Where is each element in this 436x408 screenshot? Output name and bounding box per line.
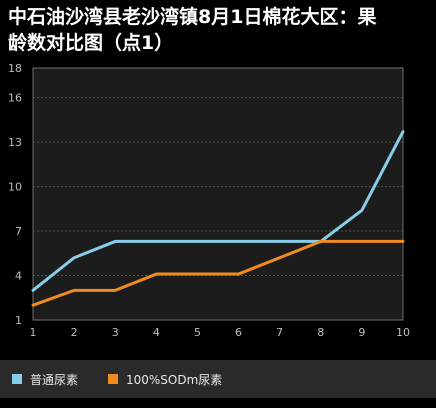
series-2-point [238, 273, 240, 275]
x-tick-label: 7 [276, 326, 283, 339]
series-1-point [238, 240, 240, 242]
chart-title-line-1: 中石油沙湾县老沙湾镇8月1日棉花大区：果 [8, 6, 377, 28]
x-tick-label: 10 [396, 326, 410, 339]
x-tick-label: 2 [71, 326, 78, 339]
chart-legend: 普通尿素 100%SODm尿素 [0, 360, 436, 398]
x-tick-label: 8 [317, 326, 324, 339]
y-tick-label: 4 [15, 270, 22, 283]
legend-label: 普通尿素 [30, 372, 79, 387]
series-2-point [402, 240, 404, 242]
series-2-point [279, 257, 281, 259]
series-2-point [114, 289, 116, 291]
series-1-point [155, 240, 157, 242]
chart-title: 中石油沙湾县老沙湾镇8月1日棉花大区：果 龄数对比图（点1） [8, 4, 432, 56]
y-tick-label: 1 [15, 314, 22, 327]
y-tick-label: 16 [8, 92, 22, 105]
series-2-point [32, 304, 34, 306]
x-tick-label: 6 [235, 326, 242, 339]
x-tick-label: 9 [358, 326, 365, 339]
x-tick-label: 4 [153, 326, 160, 339]
series-line-1 [31, 130, 405, 292]
legend-item: 普通尿素 [12, 371, 78, 387]
line-chart: 1 4 7 10 13 16 18 1 2 3 4 5 6 7 8 9 10 [8, 62, 410, 339]
series-1-point [114, 240, 116, 242]
x-tick-label: 3 [112, 326, 119, 339]
series-1-point [402, 131, 404, 133]
x-tick-label: 1 [30, 326, 37, 339]
legend-item: 100%SODm尿素 [108, 371, 222, 387]
plot-area [32, 67, 404, 321]
series-2-point [155, 273, 157, 275]
series-2-point [361, 240, 363, 242]
series-2-point [196, 273, 198, 275]
legend-swatch [12, 374, 22, 384]
series-2-point [320, 240, 322, 242]
chart-title-line-2: 龄数对比图（点1） [8, 32, 174, 54]
series-line-2 [31, 239, 405, 307]
y-tick-label: 13 [8, 136, 22, 149]
series-1-point [73, 257, 75, 259]
x-tick-label: 5 [194, 326, 201, 339]
y-tick-label: 18 [8, 62, 22, 75]
legend-swatch [108, 374, 118, 384]
series-1-point [279, 240, 281, 242]
series-2-point [73, 289, 75, 291]
legend-label: 100%SODm尿素 [126, 372, 223, 387]
series-1-point [32, 289, 34, 291]
y-tick-label: 7 [15, 225, 22, 238]
series-1-point [361, 209, 363, 211]
series-1-point [196, 240, 198, 242]
y-tick-label: 10 [8, 181, 22, 194]
